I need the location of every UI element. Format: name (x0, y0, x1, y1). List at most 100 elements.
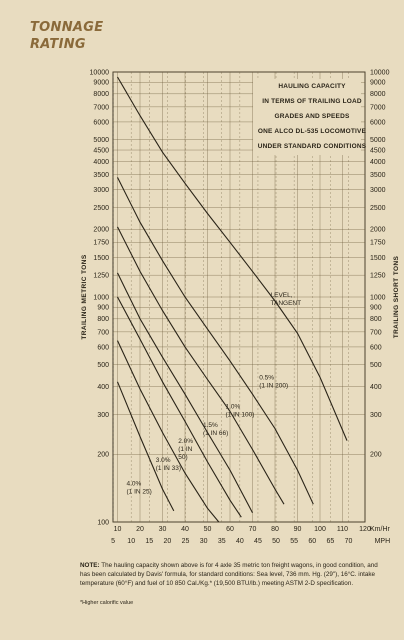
curve-label-1: 0.5% (259, 374, 274, 381)
y-tick-right-label: 10000 (370, 69, 390, 76)
y-tick-left-label: 5000 (93, 137, 109, 144)
chart-title-line: GRADES AND SPEEDS (274, 113, 349, 120)
x-tick-kmh-label: 10 (114, 526, 122, 533)
x-tick-mph-label: 20 (164, 538, 172, 545)
y-tick-right-label: 500 (370, 362, 382, 369)
curve-label-3: 1.5% (203, 422, 218, 429)
note-label: NOTE: (80, 562, 100, 569)
series-line-1 (117, 177, 314, 505)
x-tick-mph-label: 40 (236, 538, 244, 545)
x-tick-mph-label: 30 (200, 538, 208, 545)
y-tick-right-label: 5000 (370, 137, 386, 144)
x-tick-kmh-label: 70 (249, 526, 257, 533)
curve-label-3: (1 IN 66) (203, 430, 228, 437)
x-tick-mph-label: 50 (272, 538, 280, 545)
label-layer: TRAILING METRIC TONS TRAILING SHORT TONS H… (81, 79, 400, 496)
curve-label-0: LEVEL, (271, 292, 293, 299)
y-tick-right-label: 1000 (370, 294, 386, 301)
x-tick-mph-label: 25 (182, 538, 190, 545)
x-tick-mph-label: 15 (145, 538, 153, 545)
y-tick-right-label: 4000 (370, 159, 386, 166)
x-tick-kmh-label: 80 (271, 526, 279, 533)
y-tick-right-label: 6000 (370, 119, 386, 126)
curve-label-5: (1 IN 33) (156, 465, 181, 472)
y-tick-right-label: 1250 (370, 273, 386, 280)
y-axis-right-title: TRAILING SHORT TONS (393, 255, 400, 338)
curve-layer (116, 76, 348, 523)
chart-title-line: IN TERMS OF TRAILING LOAD (262, 98, 362, 105)
x-tick-mph-label: 10 (127, 538, 135, 545)
x-tick-mph-label: 70 (345, 538, 353, 545)
y-tick-left-label: 9000 (93, 80, 109, 87)
x-tick-mph-label: 5 (111, 538, 115, 545)
y-tick-left-label: 4500 (93, 147, 109, 154)
series-line-4 (117, 296, 242, 518)
y-tick-left-label: 8000 (93, 91, 109, 98)
y-tick-right-label: 1500 (370, 255, 386, 262)
y-tick-left-label: 1750 (93, 240, 109, 247)
curve-label-2: (1 IN 100) (226, 411, 255, 418)
y-tick-right-label: 200 (370, 452, 382, 459)
y-tick-left-label: 2500 (93, 205, 109, 212)
y-tick-left-label: 7000 (93, 104, 109, 111)
tonnage-chart: 1000090008000700060005000450040003500300… (81, 69, 400, 545)
curve-label-4: 2.0% (178, 438, 193, 445)
curve-label-0: TANGENT (271, 300, 302, 307)
y-tick-left-label: 300 (97, 412, 109, 419)
x-tick-kmh-label: 20 (136, 526, 144, 533)
note-text: The hauling capacity shown above is for … (80, 562, 378, 587)
x-tick-kmh-label: 30 (159, 526, 167, 533)
chart-title-line: UNDER STANDARD CONDITIONS (258, 143, 367, 150)
y-tick-right-label: 8000 (370, 91, 386, 98)
y-tick-left-label: 500 (97, 362, 109, 369)
y-tick-left-label: 200 (97, 452, 109, 459)
tick-layer: 1000090008000700060005000450040003500300… (90, 69, 391, 545)
y-tick-left-label: 800 (97, 316, 109, 323)
series-line-0 (117, 76, 348, 441)
y-tick-left-label: 10000 (90, 69, 110, 76)
y-tick-left-label: 1000 (93, 294, 109, 301)
y-tick-right-label: 2500 (370, 205, 386, 212)
y-tick-right-label: 3000 (370, 187, 386, 194)
y-tick-right-label: 9000 (370, 80, 386, 87)
x-axis-mph-unit: MPH (375, 538, 391, 545)
curve-label-1: (1 IN 200) (259, 382, 288, 389)
y-tick-left-label: 900 (97, 305, 109, 312)
series-line-3 (117, 272, 253, 513)
y-tick-left-label: 3000 (93, 187, 109, 194)
x-tick-mph-label: 60 (308, 538, 316, 545)
y-tick-right-label: 700 (370, 329, 382, 336)
series-line-6 (116, 381, 175, 512)
y-tick-right-label: 1750 (370, 240, 386, 247)
y-tick-right-label: 2000 (370, 227, 386, 234)
y-tick-right-label: 7000 (370, 104, 386, 111)
y-tick-left-label: 400 (97, 384, 109, 391)
curve-label-6: 4.0% (127, 481, 142, 488)
x-tick-mph-label: 55 (290, 538, 298, 545)
x-tick-kmh-label: 40 (181, 526, 189, 533)
y-tick-left-label: 6000 (93, 119, 109, 126)
calorific-footnote: *Higher calorific value (80, 600, 134, 606)
y-axis-left-title: TRAILING METRIC TONS (81, 254, 88, 339)
page-heading-line1: TONNAGE (30, 20, 104, 35)
x-tick-kmh-label: 100 (314, 526, 326, 533)
y-tick-right-label: 400 (370, 384, 382, 391)
y-tick-right-label: 900 (370, 305, 382, 312)
x-tick-kmh-label: 50 (204, 526, 212, 533)
y-tick-left-label: 3500 (93, 172, 109, 179)
x-tick-kmh-label: 90 (294, 526, 302, 533)
title-backdrop (253, 79, 361, 155)
y-tick-left-label: 1250 (93, 273, 109, 280)
chart-title-line: HAULING CAPACITY (278, 83, 346, 90)
y-tick-left-label: 700 (97, 329, 109, 336)
x-tick-kmh-label: 120 (359, 526, 371, 533)
series-line-2 (117, 226, 285, 505)
note-block: NOTE: The hauling capacity shown above i… (80, 561, 380, 588)
y-tick-left-label: 4000 (93, 159, 109, 166)
y-tick-right-label: 600 (370, 344, 382, 351)
y-tick-left-label: 600 (97, 344, 109, 351)
x-tick-kmh-label: 60 (226, 526, 234, 533)
x-tick-mph-label: 65 (326, 538, 334, 545)
series-line-5 (117, 340, 220, 523)
